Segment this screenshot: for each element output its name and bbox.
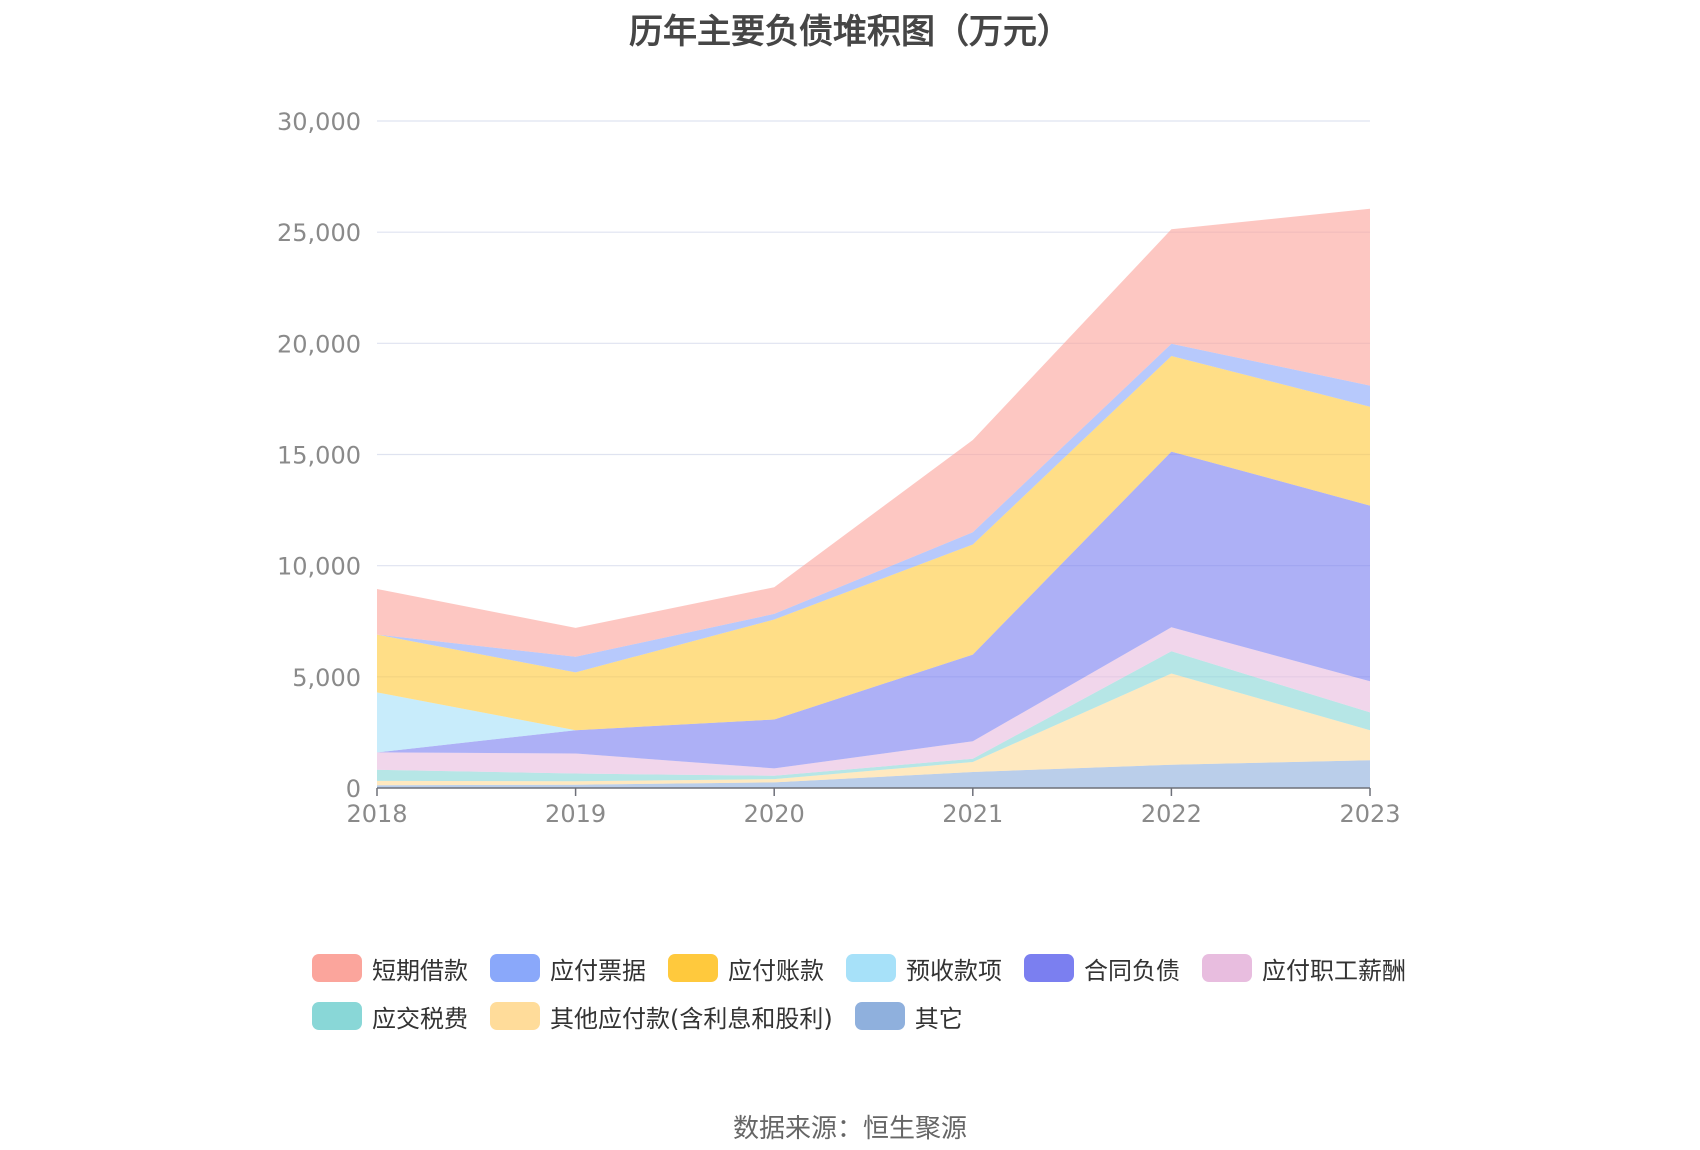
y-tick-label: 10,000 <box>277 553 361 581</box>
legend-swatch <box>668 954 718 982</box>
legend-swatch <box>854 1002 905 1030</box>
area-series-5 <box>377 451 1370 753</box>
legend-item-contract-liabilities[interactable]: 合同负债 <box>1024 951 1180 986</box>
legend-swatch <box>1024 954 1074 982</box>
legend-label: 预收款项 <box>906 956 1002 985</box>
y-tick-label: 25,000 <box>277 219 361 247</box>
legend-label: 应付票据 <box>550 956 646 985</box>
legend-label: 短期借款 <box>372 956 468 985</box>
y-tick-label: 20,000 <box>277 330 361 358</box>
x-tick-label: 2018 <box>346 800 407 828</box>
legend-label: 其他应付款(含利息和股利) <box>550 1004 833 1033</box>
legend-item-taxes-payable[interactable]: 应交税费 <box>312 999 468 1034</box>
chart-legend: 短期借款 应付票据 应付账款 预收款项 合同负债 应付职工薪酬 应交税费 <box>312 944 1472 1040</box>
legend-item-accounts-payable[interactable]: 应付账款 <box>668 951 824 986</box>
legend-item-advance-receipts[interactable]: 预收款项 <box>846 951 1002 986</box>
legend-item-others[interactable]: 其它 <box>854 999 963 1034</box>
legend-swatch <box>312 954 362 982</box>
area-series-7 <box>377 343 1370 673</box>
legend-item-other-payables[interactable]: 其他应付款(含利息和股利) <box>490 999 833 1034</box>
legend-item-employee-payables[interactable]: 应付职工薪酬 <box>1202 951 1406 986</box>
area-series-0 <box>377 760 1370 788</box>
y-tick-label: 0 <box>346 775 361 803</box>
x-tick-label: 2019 <box>545 800 606 828</box>
legend-swatch <box>1202 954 1252 982</box>
legend-swatch <box>312 1002 362 1030</box>
legend-label: 应付职工薪酬 <box>1262 956 1406 985</box>
y-tick-label: 5,000 <box>292 664 361 692</box>
legend-item-short-term-loans[interactable]: 短期借款 <box>312 951 468 986</box>
area-series-2 <box>377 651 1370 782</box>
x-tick-label: 2023 <box>1339 800 1400 828</box>
x-tick-label: 2020 <box>744 800 805 828</box>
area-series-8 <box>377 208 1370 657</box>
legend-swatch <box>490 954 540 982</box>
stacked-area-chart: 0 5,000 10,000 15,000 20,000 25,000 30,000 2018… <box>277 108 1401 828</box>
area-series-6 <box>377 356 1370 731</box>
chart-title: 历年主要负债堆积图（万元） <box>629 12 1071 52</box>
y-tick-label: 30,000 <box>277 108 361 136</box>
legend-swatch <box>846 954 896 982</box>
x-tick-label: 2021 <box>942 800 1003 828</box>
legend-swatch <box>490 1002 540 1030</box>
area-series-3 <box>377 627 1370 776</box>
legend-label: 应交税费 <box>372 1004 468 1033</box>
legend-row-2: 应交税费 其他应付款(含利息和股利) 其它 <box>312 992 1472 1040</box>
legend-item-notes-payable[interactable]: 应付票据 <box>490 951 646 986</box>
area-series-1 <box>377 673 1370 786</box>
y-tick-label: 15,000 <box>277 442 361 470</box>
x-tick-label: 2022 <box>1141 800 1202 828</box>
legend-row-1: 短期借款 应付票据 应付账款 预收款项 合同负债 应付职工薪酬 <box>312 944 1472 992</box>
legend-label: 其它 <box>914 1004 963 1033</box>
data-source: 数据来源：恒生聚源 <box>732 1114 967 1144</box>
area-series-4 <box>377 451 1370 769</box>
legend-label: 合同负债 <box>1084 956 1180 985</box>
legend-label: 应付账款 <box>728 956 824 985</box>
